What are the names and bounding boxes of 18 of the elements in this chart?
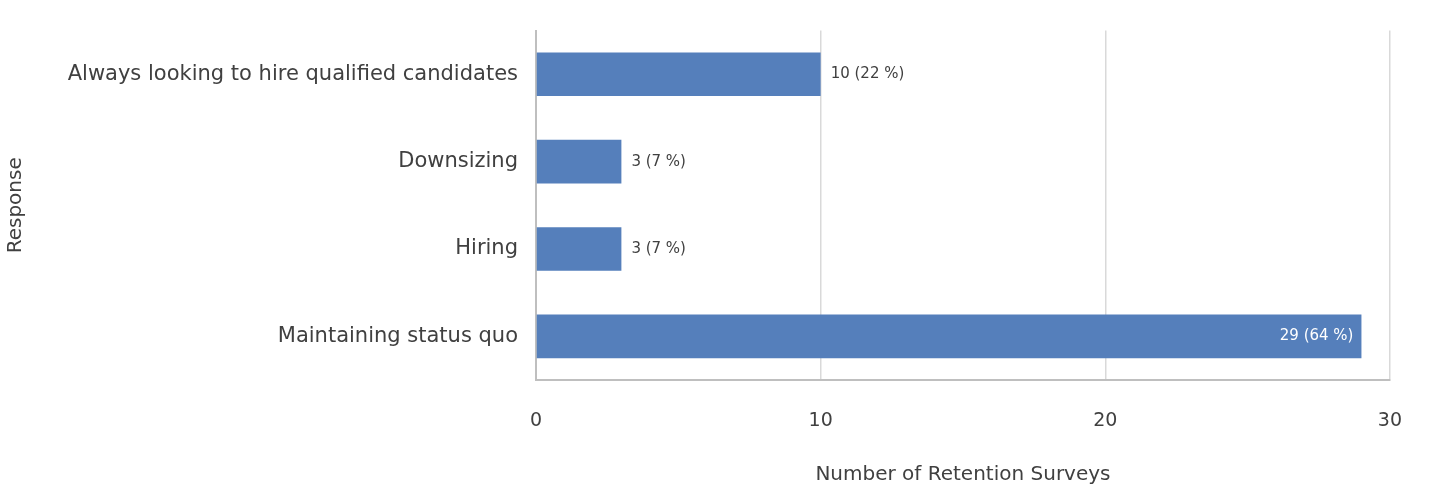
bar xyxy=(536,314,1362,359)
y-tick-label: Always looking to hire qualified candidates xyxy=(67,60,518,85)
bar xyxy=(536,139,622,184)
data-label: 3 (7 %) xyxy=(631,151,686,170)
data-label: 3 (7 %) xyxy=(631,238,686,257)
x-tick-label: 10 xyxy=(808,408,833,431)
bar xyxy=(536,227,622,271)
data-label: 29 (64 %) xyxy=(1279,326,1354,345)
y-tick-label: Downsizing xyxy=(398,148,518,173)
x-tick-label: 0 xyxy=(529,408,543,431)
x-tick-label: 20 xyxy=(1093,408,1118,431)
bar xyxy=(536,52,821,97)
x-tick-label: 30 xyxy=(1377,408,1403,431)
y-axis-title: Response xyxy=(2,157,27,254)
y-tick-label: Maintaining status quo xyxy=(277,322,518,347)
data-label: 10 (22 %) xyxy=(830,64,905,83)
y-tick-label: Hiring xyxy=(455,235,518,260)
x-axis-title: Number of Retention Surveys xyxy=(815,461,1111,486)
